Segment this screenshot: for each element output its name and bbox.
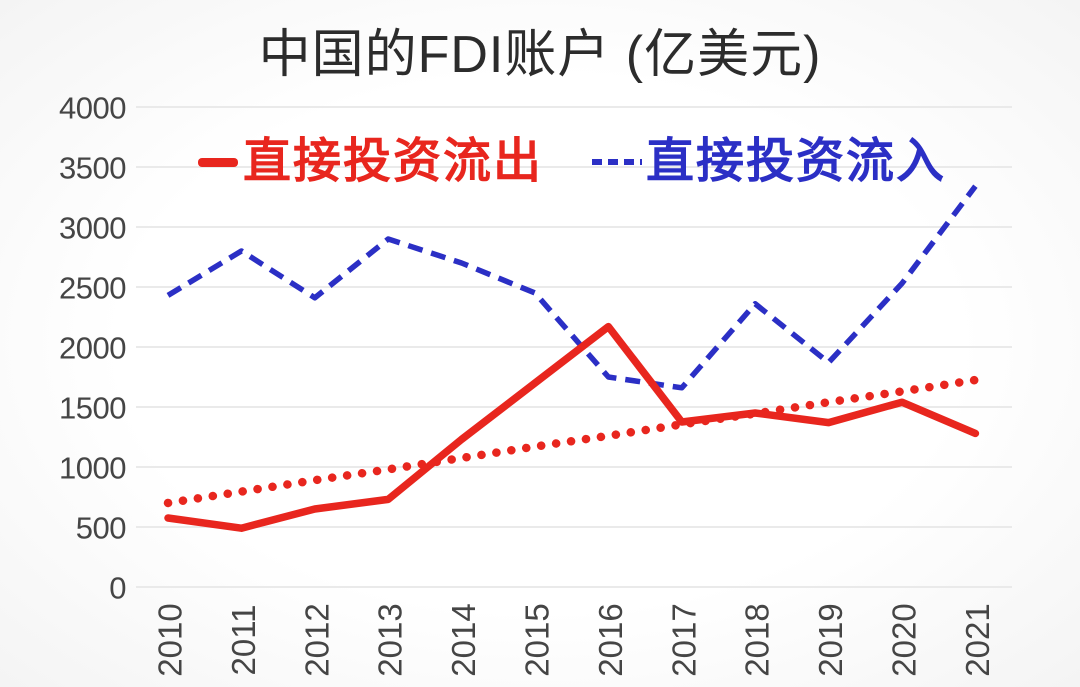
x-tick-label: 2019 [812, 603, 849, 676]
outflow-line [164, 322, 980, 532]
y-tick-label: 2000 [59, 331, 126, 366]
legend-item-outflow: 直接投资流出 [198, 131, 543, 193]
x-tick-label: 2011 [225, 605, 262, 676]
x-tick-label: 2020 [886, 603, 923, 676]
y-tick-label: 3500 [59, 151, 126, 186]
x-tick-label: 2018 [739, 603, 776, 676]
y-tick-label: 3000 [59, 211, 126, 246]
x-tick-label: 2014 [445, 603, 482, 676]
y-tick-label: 4000 [59, 91, 126, 126]
y-tick-label: 2500 [59, 271, 126, 306]
chart-title: 中国的FDI账户 (亿美元) [258, 26, 822, 84]
x-tick-label: 2016 [592, 603, 629, 676]
x-tick-label: 2021 [959, 603, 996, 676]
x-tick-label: 2017 [665, 603, 702, 676]
y-tick-label: 1500 [59, 391, 126, 426]
outflow-solid-line-marker [198, 157, 238, 167]
legend-label-outflow: 直接投资流出 [243, 135, 544, 188]
x-tick-label: 2013 [372, 603, 409, 676]
x-tick-label: 2015 [519, 603, 556, 676]
chart-legend: 直接投资流出 直接投资流入 [0, 131, 1080, 193]
y-tick-label: 0 [109, 571, 126, 606]
x-tick-label: 2010 [152, 603, 189, 676]
inflow-line [166, 184, 978, 391]
outflow-trend-line [163, 375, 980, 508]
y-tick-label: 500 [76, 511, 126, 546]
inflow-dashed-line-marker [592, 159, 642, 165]
x-tick-label: 2012 [298, 603, 335, 676]
y-tick-label: 1000 [59, 451, 126, 486]
legend-item-inflow: 直接投资流入 [592, 131, 946, 193]
legend-label-inflow: 直接投资流入 [646, 135, 947, 188]
